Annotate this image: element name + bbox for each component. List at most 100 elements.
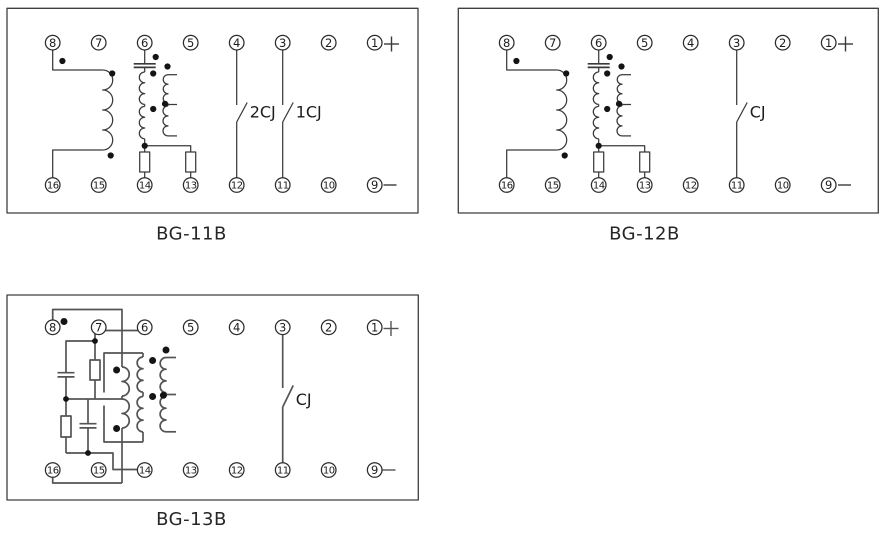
- polarity-dot: [113, 425, 121, 432]
- terminal-number: 6: [141, 36, 148, 50]
- polarity-dot: [618, 63, 625, 70]
- terminal-8: 8: [44, 34, 61, 51]
- terminal-circle: [636, 34, 653, 51]
- terminal-5: 5: [182, 34, 199, 51]
- transformer-secondary: [616, 105, 623, 137]
- terminal-circle: [728, 177, 745, 193]
- terminal-6: 6: [136, 319, 153, 336]
- terminal-number: 3: [279, 320, 286, 334]
- terminal-circle: [90, 319, 107, 336]
- terminal-circle: [544, 34, 561, 51]
- terminal-6: 6: [590, 34, 607, 51]
- terminal-number: 6: [141, 320, 148, 334]
- terminal-1: 1: [366, 319, 383, 336]
- polarity-dot: [85, 450, 91, 456]
- polarity-dot: [604, 70, 611, 77]
- terminal-11: 11: [728, 177, 745, 193]
- terminal-number: 3: [733, 36, 740, 50]
- terminal-circle: [544, 177, 561, 193]
- transformer-primary: [138, 71, 146, 106]
- contact-blade: [736, 102, 748, 123]
- diagram-bg-12b: CJ 8 7 6 5 4 3 2 1 16 15 14 13 12 11 10 9 BG-12B: [457, 7, 879, 245]
- terminal-circle: [320, 177, 337, 193]
- terminal-circle: [44, 34, 61, 51]
- polarity-dot: [63, 396, 69, 402]
- terminal-number: 13: [639, 181, 651, 192]
- diagram-bg-11b: 2CJ 1CJ 8 7 6 5 4 3 2 1 16 15 14 13 12 11 10 9 BG-11B: [6, 7, 419, 245]
- terminal-13: 13: [182, 462, 199, 478]
- resistor: [89, 359, 101, 381]
- terminal-number: 7: [549, 36, 556, 50]
- terminal-4: 4: [682, 34, 699, 51]
- terminal-circle: [136, 319, 153, 336]
- winding-box: [103, 352, 143, 393]
- terminal-number: 3: [279, 36, 286, 50]
- terminal-number: 16: [47, 466, 59, 477]
- terminal-number: 11: [731, 181, 743, 192]
- terminal-number: 13: [185, 181, 197, 192]
- terminal-16: 16: [44, 177, 61, 193]
- polarity-dot: [615, 100, 623, 107]
- terminal-number: 11: [277, 466, 289, 477]
- terminal-10: 10: [774, 177, 791, 193]
- terminal-14: 14: [136, 462, 153, 478]
- terminal-number: 1: [825, 36, 832, 50]
- terminal-circle: [498, 34, 515, 51]
- terminal-circle: [366, 319, 383, 336]
- transformer-primary: [592, 105, 600, 140]
- terminal-number: 1: [371, 320, 378, 334]
- terminal-12: 12: [228, 462, 245, 478]
- diagram-bg-13b: CJ 8 7 6 5 4 3 2 1 16 15 14 13 12 11 10 9 BG-13B: [6, 294, 419, 530]
- relay-outline-box: [6, 7, 419, 214]
- polarity-dot: [159, 391, 167, 399]
- terminal-7: 7: [90, 319, 107, 336]
- terminal-circle: [636, 177, 653, 193]
- terminal-1: 1: [366, 34, 383, 51]
- terminal-circle: [590, 177, 607, 193]
- terminal-circle: [728, 34, 745, 51]
- terminal-circle: [320, 34, 337, 51]
- winding-box: [103, 405, 143, 443]
- polarity-dot: [561, 152, 568, 159]
- terminal-circle: [44, 319, 61, 336]
- terminal-circle: [682, 34, 699, 51]
- terminal-2: 2: [774, 34, 791, 51]
- contact-switch-2cj: [236, 50, 248, 178]
- terminal-number: 4: [687, 36, 694, 50]
- terminal-circle: [182, 319, 199, 336]
- inductor-winding: [556, 69, 568, 151]
- polarity-dot: [113, 366, 121, 374]
- terminal-number: 7: [95, 36, 102, 50]
- polarity-dot: [107, 152, 114, 159]
- terminal-circle: [182, 177, 199, 193]
- terminal-circle: [774, 177, 791, 193]
- terminal-3: 3: [274, 34, 291, 51]
- contact-switch-1cj: [282, 50, 294, 178]
- contact-label: CJ: [296, 390, 312, 409]
- terminal-number: 16: [47, 181, 59, 192]
- terminal-circle: [682, 177, 699, 193]
- terminal-number: 7: [95, 320, 102, 334]
- terminal-12: 12: [682, 177, 699, 193]
- terminal-14: 14: [590, 177, 607, 193]
- transformer-primary: [121, 398, 131, 429]
- terminal-5: 5: [182, 319, 199, 336]
- terminal-15: 15: [544, 177, 561, 193]
- plus-symbol: [383, 321, 399, 336]
- polarity-dot: [150, 105, 157, 113]
- relay-outline-box: [6, 294, 419, 501]
- terminal-circle: [44, 177, 61, 193]
- polarity-dot: [162, 346, 170, 354]
- plus-symbol: [838, 36, 853, 52]
- diagram-caption: BG-13B: [156, 509, 227, 530]
- terminal-number: 13: [185, 466, 197, 477]
- terminal-circle: [90, 462, 107, 478]
- terminal-3: 3: [274, 319, 291, 336]
- terminal-circle: [182, 462, 199, 478]
- terminal-number: 10: [323, 181, 335, 192]
- terminal-7: 7: [544, 34, 561, 51]
- terminal-13: 13: [636, 177, 653, 193]
- terminal-6: 6: [136, 34, 153, 51]
- plus-symbol: [384, 36, 399, 52]
